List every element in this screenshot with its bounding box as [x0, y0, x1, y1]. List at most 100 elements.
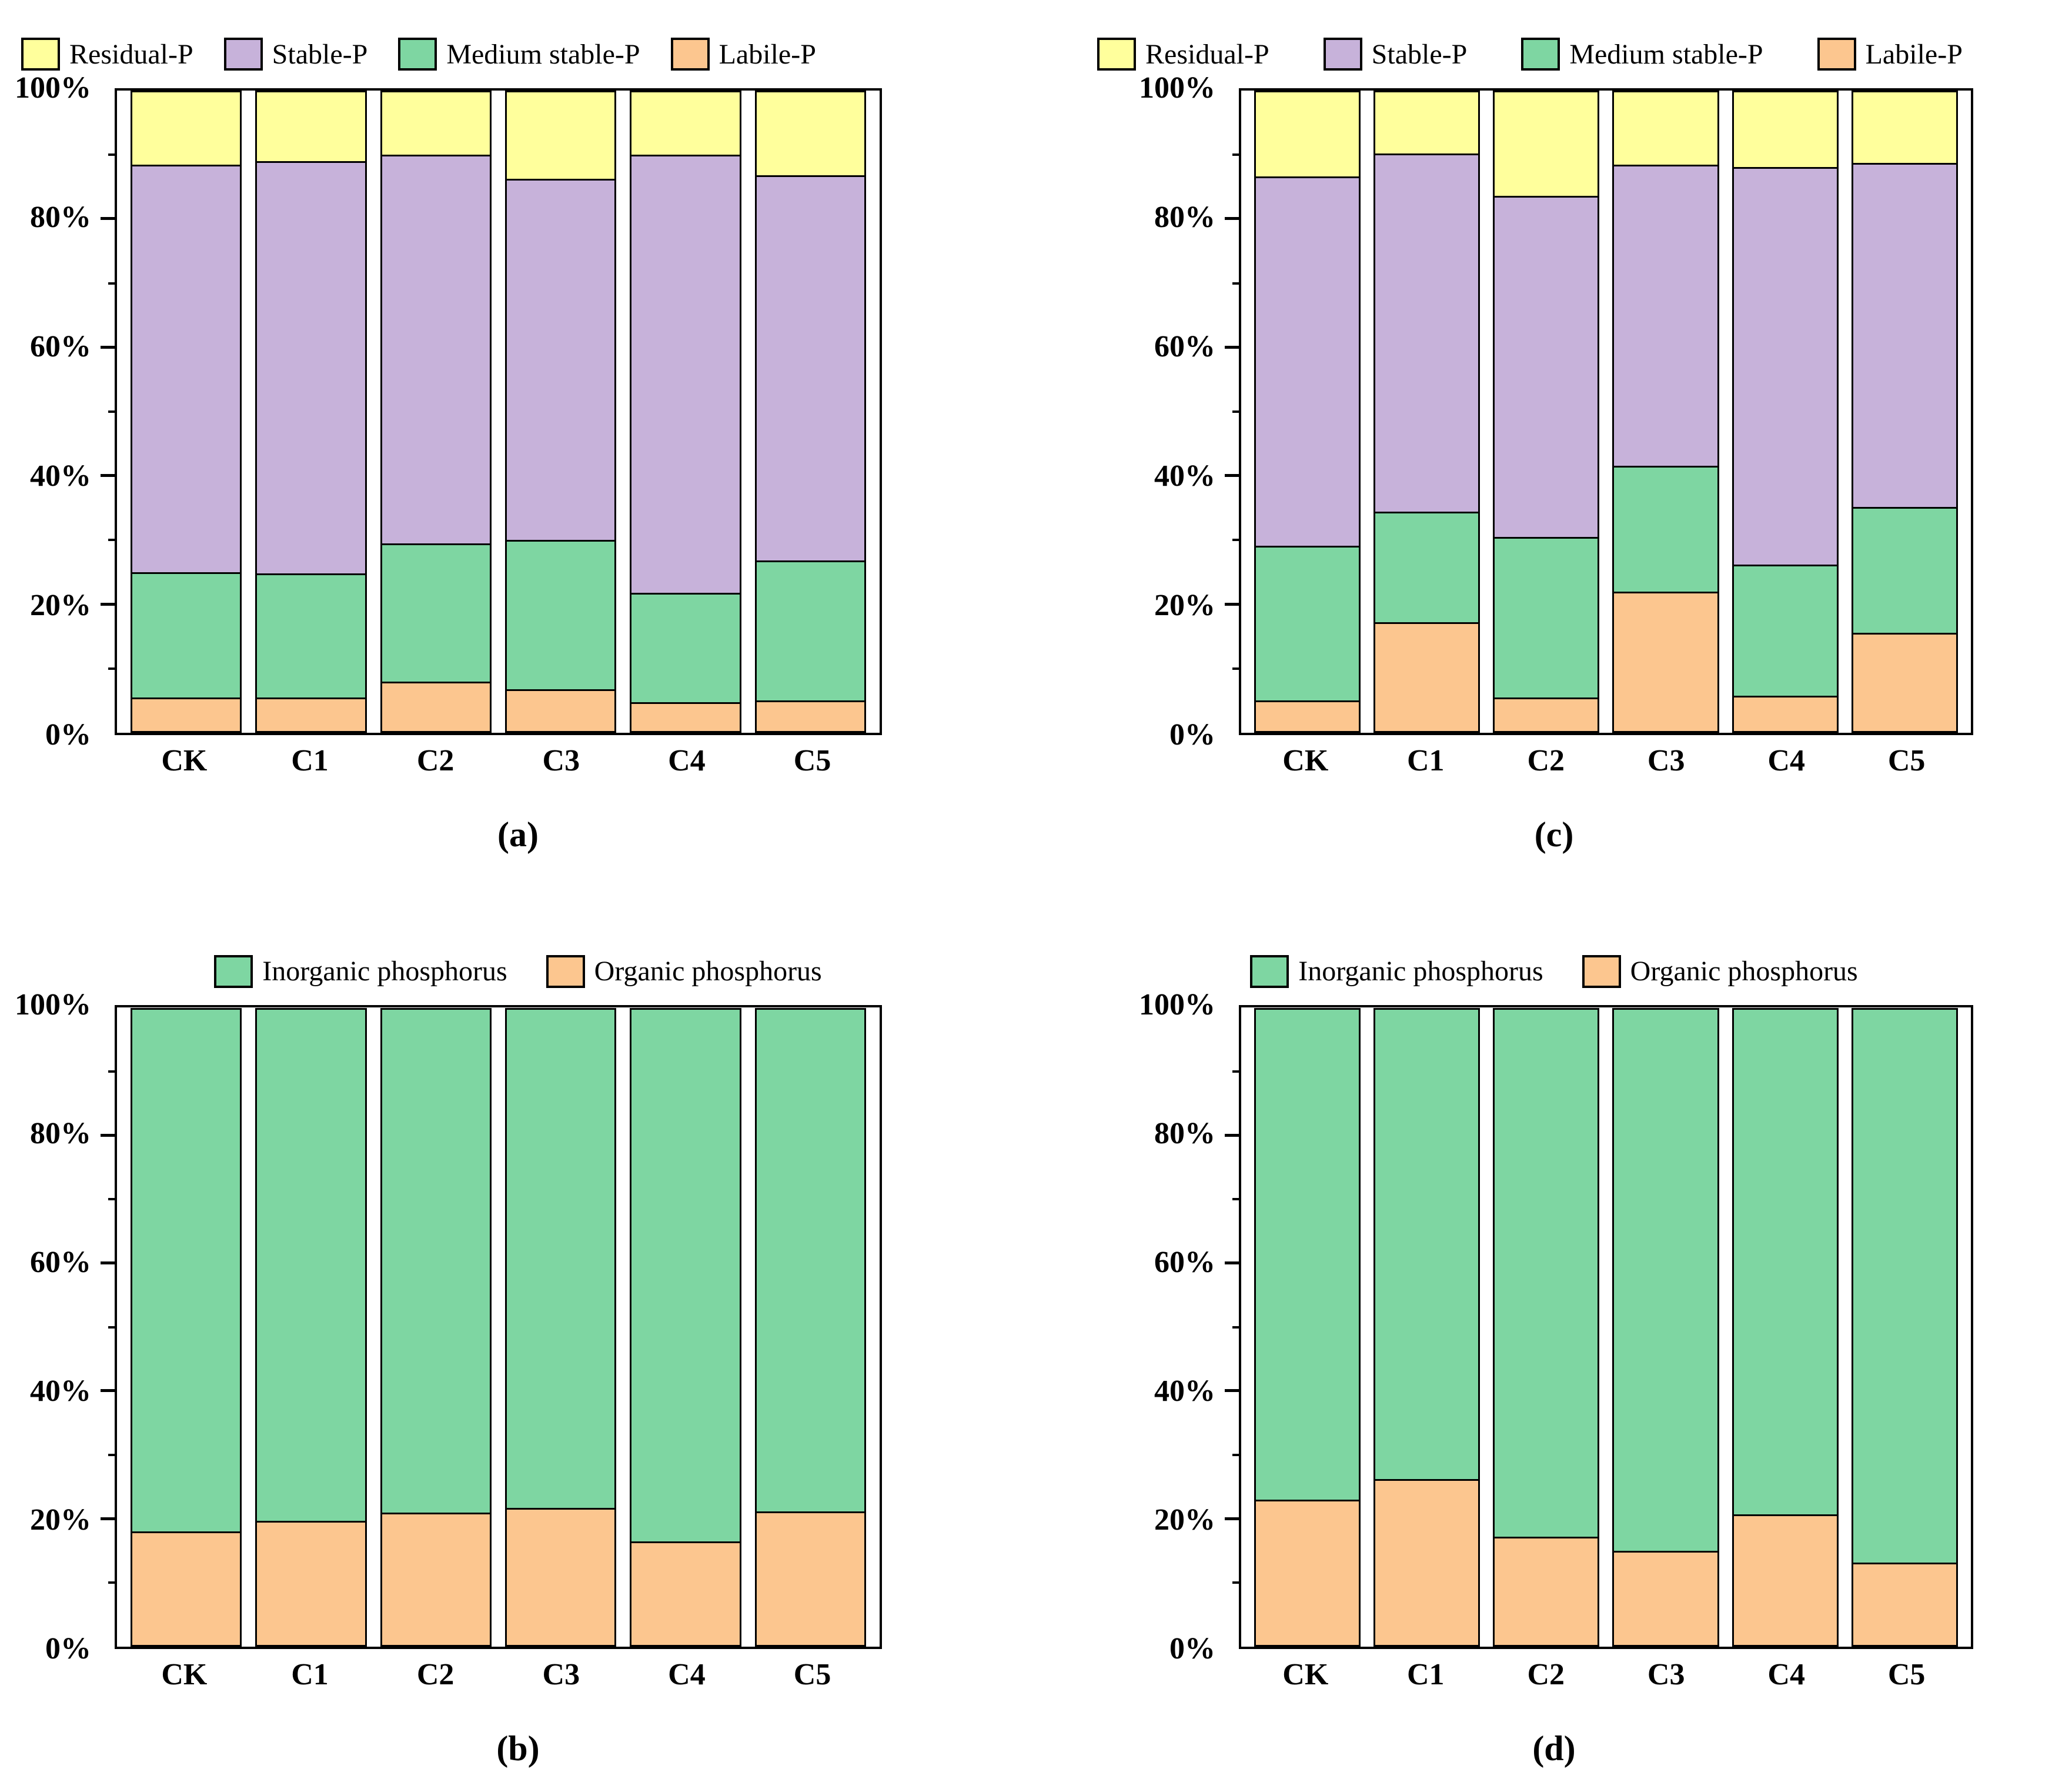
- major-tick: [1225, 1261, 1241, 1265]
- bar-segment-organic-phosphorus: [1254, 1500, 1361, 1647]
- bar-segment-labile-p: [380, 681, 492, 733]
- bar-segment-inorganic-phosphorus: [1851, 1007, 1958, 1563]
- bar-segment-residual-p: [504, 91, 617, 179]
- legend-swatch-inorganic-phosphorus: [214, 954, 253, 988]
- bar-ck: [1254, 1007, 1361, 1647]
- minor-tick: [1232, 539, 1241, 542]
- x-tick-label-c2: C2: [1527, 1658, 1565, 1691]
- x-tick-label-c4: C4: [1767, 1658, 1805, 1691]
- x-tick-label-c2: C2: [416, 744, 454, 777]
- legend-item: Medium stable-P: [1521, 38, 1763, 71]
- minor-tick: [1232, 1198, 1241, 1201]
- y-tick-label: 60%: [1154, 330, 1215, 363]
- major-tick: [1225, 345, 1241, 349]
- bar-segment-residual-p: [1373, 91, 1481, 154]
- bar-segment-medium-stable-p: [1732, 564, 1839, 696]
- legend-swatch-medium-stable-p: [398, 38, 437, 71]
- bar-segment-labile-p: [1373, 622, 1481, 733]
- bar-segment-medium-stable-p: [630, 592, 741, 702]
- bar-c5: [1851, 1007, 1958, 1647]
- legend-label: Stable-P: [272, 38, 368, 70]
- y-tick-label: 80%: [30, 1117, 91, 1151]
- y-tick-label: 20%: [30, 1503, 91, 1537]
- legend-label: Inorganic phosphorus: [1298, 956, 1543, 987]
- plot-wrap: 0% 20% 40% 60% 80% 100%: [0, 990, 1036, 1664]
- plot-area: [1225, 1005, 1973, 1649]
- legend-swatch-stable-p: [1323, 38, 1362, 71]
- bar-segment-medium-stable-p: [1851, 506, 1958, 633]
- bar-segment-residual-p: [255, 91, 367, 162]
- bar-segment-labile-p: [630, 702, 741, 733]
- legend-item: Medium stable-P: [398, 38, 640, 71]
- y-tick-label: 100%: [1139, 71, 1215, 105]
- y-tick-label: 20%: [1154, 1503, 1215, 1537]
- bar-c3: [1612, 1007, 1719, 1647]
- minor-tick: [108, 282, 117, 285]
- bar-c1: [255, 91, 367, 733]
- bar-segment-labile-p: [1851, 632, 1958, 733]
- major-tick: [1225, 1517, 1241, 1520]
- bar-segment-organic-phosphorus: [1373, 1479, 1481, 1647]
- minor-tick: [1232, 1326, 1241, 1329]
- bar-segment-medium-stable-p: [1373, 512, 1481, 623]
- minor-tick: [1232, 410, 1241, 413]
- bar-segment-inorganic-phosphorus: [130, 1007, 242, 1532]
- bar-segment-residual-p: [1254, 91, 1361, 177]
- bar-segment-inorganic-phosphorus: [1732, 1007, 1839, 1515]
- y-axis-labels: 0% 20% 40% 60% 80% 100%: [0, 73, 115, 750]
- legend: Residual-P Stable-P Medium stable-P Labile-…: [0, 24, 1036, 85]
- panel-d: Inorganic phosphorus Organic phosphorus 0…: [1036, 884, 2072, 1769]
- bar-c4: [630, 91, 741, 733]
- panel-b: Inorganic phosphorus Organic phosphorus 0…: [0, 884, 1036, 1769]
- bars: [117, 91, 880, 733]
- minor-tick: [108, 153, 117, 156]
- legend-label: Residual-P: [69, 38, 193, 70]
- bar-segment-stable-p: [1732, 166, 1839, 565]
- x-axis-labels: CK C1 C2 C3 C4 C5: [1239, 1657, 1973, 1692]
- bar-segment-stable-p: [1493, 196, 1600, 537]
- bar-segment-stable-p: [754, 175, 866, 561]
- bar-ck: [1254, 91, 1361, 733]
- bar-segment-inorganic-phosphorus: [1373, 1007, 1481, 1480]
- legend-item: Organic phosphorus: [546, 954, 822, 988]
- x-tick-label-c5: C5: [793, 1658, 831, 1691]
- bar-segment-inorganic-phosphorus: [380, 1007, 492, 1513]
- y-tick-label: 20%: [30, 589, 91, 622]
- bar-segment-labile-p: [504, 689, 617, 733]
- y-tick-label: 60%: [30, 1246, 91, 1280]
- bar-segment-residual-p: [1732, 91, 1839, 167]
- major-tick: [101, 474, 117, 478]
- legend-label: Labile-P: [1865, 38, 1963, 70]
- bar-segment-residual-p: [380, 91, 492, 155]
- y-tick-label: 100%: [15, 988, 91, 1022]
- legend-label: Organic phosphorus: [594, 956, 822, 987]
- bar-segment-residual-p: [1612, 91, 1719, 165]
- minor-tick: [108, 1326, 117, 1329]
- legend-label: Stable-P: [1371, 38, 1468, 70]
- major-tick: [101, 1389, 117, 1393]
- y-tick-label: 80%: [1154, 1117, 1215, 1151]
- minor-tick: [108, 410, 117, 413]
- panel-a: Residual-P Stable-P Medium stable-P Labile-…: [0, 0, 1036, 884]
- bar-segment-labile-p: [255, 697, 367, 733]
- legend-item: Inorganic phosphorus: [1250, 954, 1543, 988]
- bar-c3: [504, 91, 617, 733]
- y-axis-labels: 0% 20% 40% 60% 80% 100%: [0, 990, 115, 1664]
- bar-c4: [1732, 1007, 1839, 1647]
- bar-segment-stable-p: [1851, 163, 1958, 507]
- legend-item: Organic phosphorus: [1582, 954, 1858, 988]
- y-tick-label: 100%: [15, 71, 91, 105]
- panel-c: Residual-P Stable-P Medium stable-P Labile-…: [1036, 0, 2072, 884]
- bar-c2: [380, 91, 492, 733]
- bar-segment-residual-p: [630, 91, 741, 155]
- x-tick-label-c4: C4: [668, 1658, 706, 1691]
- y-tick-label: 40%: [1154, 459, 1215, 493]
- legend-swatch-medium-stable-p: [1521, 38, 1560, 71]
- x-tick-label-c1: C1: [291, 744, 329, 777]
- legend-item: Labile-P: [670, 38, 816, 71]
- y-tick-label: 60%: [1154, 1246, 1215, 1280]
- major-tick: [101, 602, 117, 606]
- x-tick-label-c3: C3: [1647, 744, 1685, 777]
- y-tick-label: 80%: [30, 201, 91, 234]
